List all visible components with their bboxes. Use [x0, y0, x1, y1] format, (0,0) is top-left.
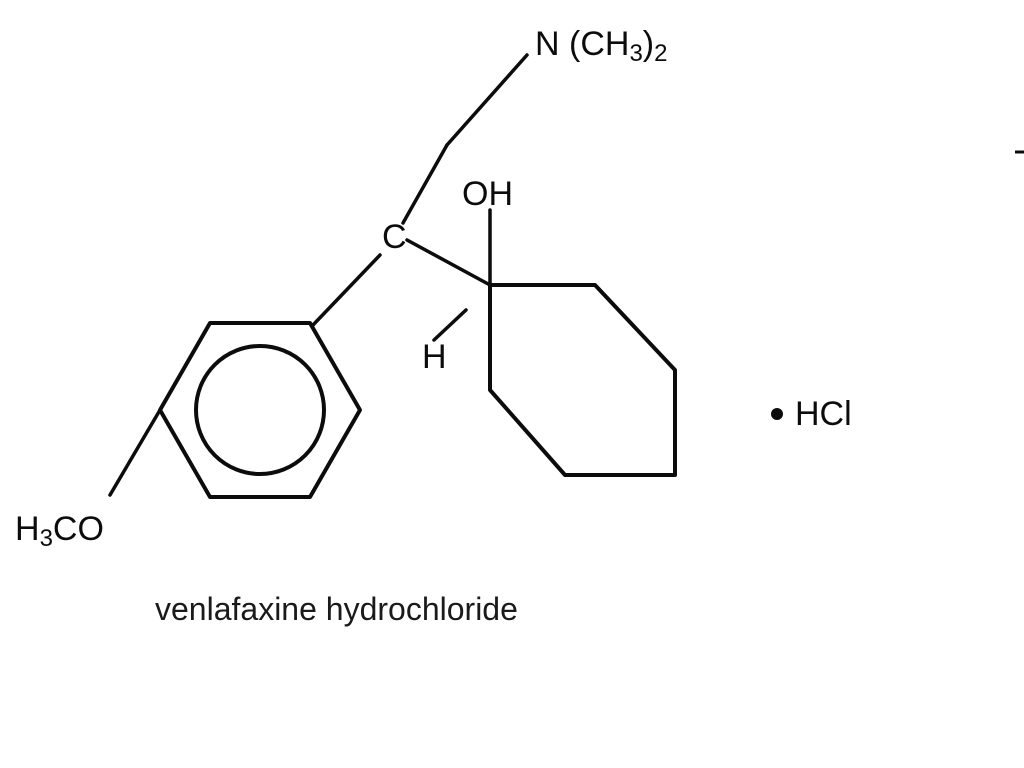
canvas-bg	[0, 0, 1024, 768]
label-n-dimethyl: N (CH3)2	[535, 25, 667, 67]
label-h3co: H3CO	[15, 510, 104, 552]
structure-caption: venlafaxine hydrochloride	[155, 591, 518, 627]
label-oh: OH	[462, 175, 513, 213]
hcl-bullet-icon	[771, 408, 783, 420]
label-h: H	[422, 338, 447, 376]
label-c: C	[382, 218, 407, 256]
label-hcl: HCl	[795, 395, 852, 433]
